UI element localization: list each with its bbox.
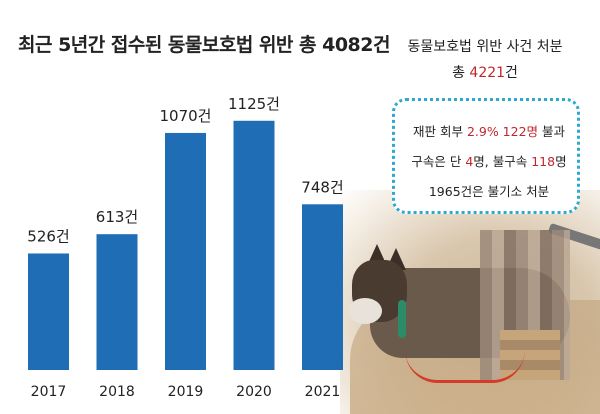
data-label-2020: 1125건 [228, 95, 280, 113]
bar-2020 [233, 120, 275, 371]
bar-2021 [302, 204, 343, 370]
x-tick-2017: 2017 [31, 384, 67, 400]
data-label-2019: 1070건 [160, 107, 212, 125]
callout-box: 재판 회부 2.9% 122명 불과 구속은 단 4명, 불구속 118명 19… [392, 98, 580, 214]
x-tick-2020: 2020 [236, 384, 272, 400]
callout-text: 재판 회부 [412, 124, 467, 139]
summary-total-prefix: 총 [452, 65, 470, 81]
data-label-2017: 526건 [27, 227, 69, 245]
callout-line-trial: 재판 회부 2.9% 122명 불과 [395, 121, 583, 140]
data-label-2021: 748건 [301, 178, 343, 196]
x-tick-2018: 2018 [99, 384, 135, 400]
callout-text: 명, 불구속 [473, 154, 532, 169]
callout-text: 구속은 단 [411, 154, 466, 169]
x-tick-2019: 2019 [168, 384, 204, 400]
dog-muzzle [348, 298, 382, 324]
callout-highlight: 118 [531, 154, 556, 169]
bar-2019 [165, 132, 206, 370]
callout-highlight: 4 [465, 154, 474, 169]
callout-line-dismissed: 1965건은 불기소 처분 [428, 184, 550, 199]
chart-title: 최근 5년간 접수된 동물보호법 위반 총 4082건 [18, 34, 390, 56]
red-rope [405, 350, 525, 383]
bar-2017 [28, 253, 69, 370]
bar-2018 [96, 234, 138, 370]
callout-text: 명 [555, 154, 567, 169]
summary-total: 총 4221건 [400, 62, 570, 82]
callout-text: 불과 [538, 124, 566, 139]
summary-total-value: 4221 [469, 65, 506, 81]
callout-line-arrest: 구속은 단 4명, 불구속 118명 [395, 151, 583, 170]
x-tick-2021: 2021 [305, 384, 341, 400]
callout-highlight: 2.9% 122명 [466, 124, 539, 139]
data-label-2018: 613건 [96, 208, 138, 226]
summary-total-suffix: 건 [505, 65, 518, 81]
summary-heading: 동물보호법 위반 사건 처분 [407, 39, 563, 55]
dog-collar [398, 300, 406, 338]
bar-chart: 526건 2017 613건 2018 1070건 2019 1125건 2020 748건 20… [27, 95, 343, 400]
